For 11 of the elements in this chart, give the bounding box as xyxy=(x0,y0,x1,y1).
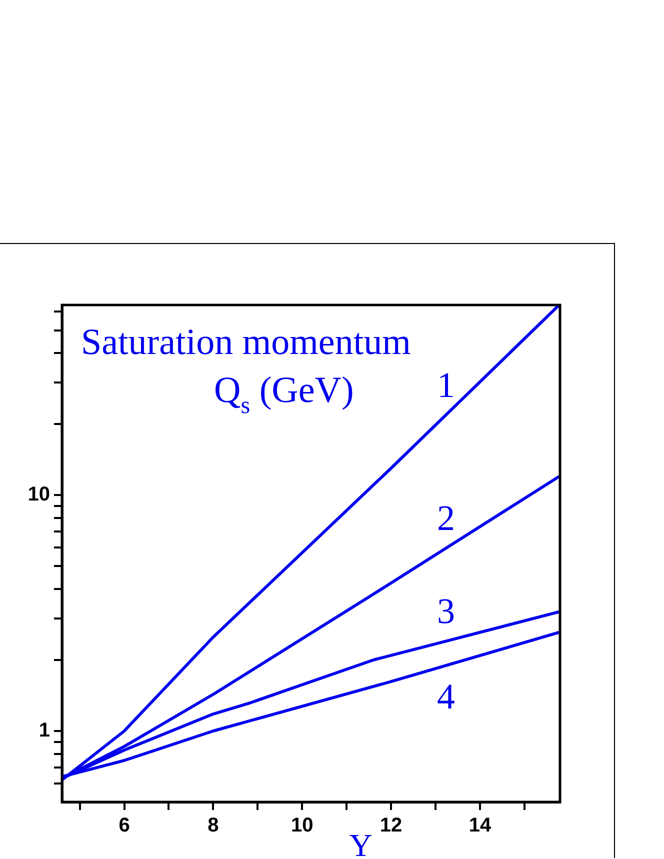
x-axis-title: Y xyxy=(349,827,372,859)
series-label: 2 xyxy=(437,498,455,538)
x-tick-label: 6 xyxy=(118,814,130,837)
series-label: 1 xyxy=(437,364,455,405)
x-tick-label: 14 xyxy=(468,814,492,837)
x-tick-label: 12 xyxy=(380,814,402,837)
x-tick-label: 8 xyxy=(208,814,219,837)
series-label: 3 xyxy=(437,591,455,632)
x-tick-label: 10 xyxy=(290,814,314,837)
series-label: 4 xyxy=(437,676,455,716)
annotation: Saturation momentum xyxy=(81,322,412,363)
